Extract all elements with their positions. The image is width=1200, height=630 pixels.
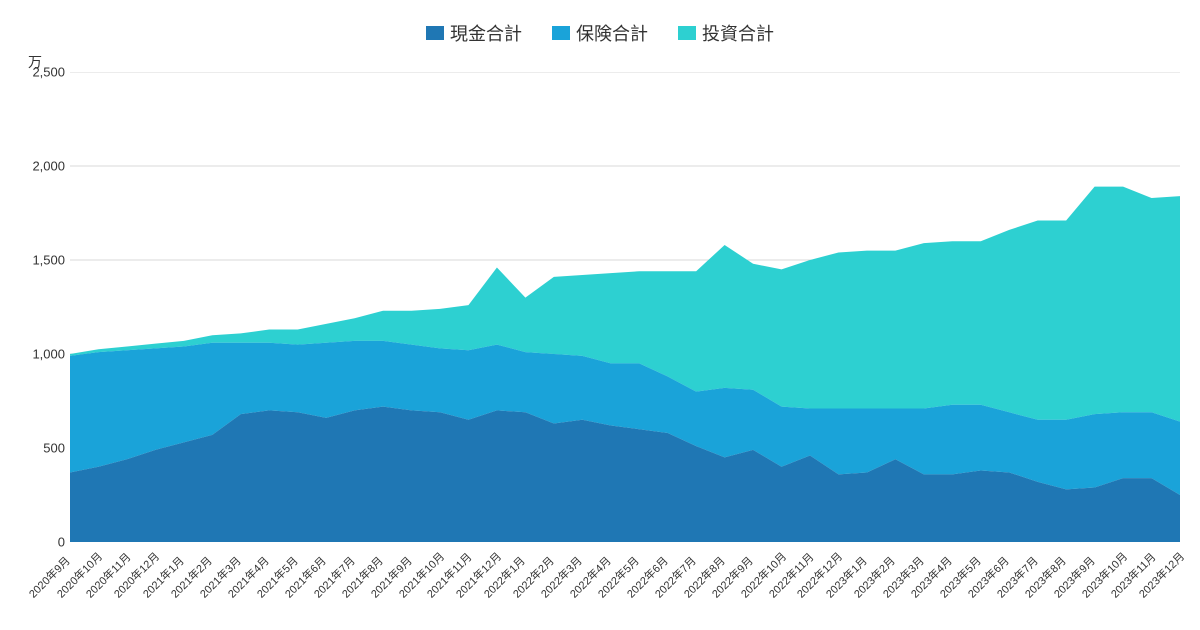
- legend: 現金合計 保険合計 投資合計: [10, 10, 1190, 51]
- legend-swatch-insurance: [552, 26, 570, 40]
- y-tick-label: 1,000: [10, 347, 65, 362]
- y-axis-labels: 05001,0001,5002,0002,500: [10, 72, 65, 542]
- legend-item-cash: 現金合計: [426, 20, 522, 46]
- y-tick-label: 2,000: [10, 159, 65, 174]
- legend-item-investment: 投資合計: [678, 20, 774, 46]
- legend-item-insurance: 保険合計: [552, 20, 648, 46]
- y-tick-label: 0: [10, 535, 65, 550]
- stacked-area-chart: 現金合計 保険合計 投資合計 万 05001,0001,5002,0002,50…: [10, 10, 1190, 620]
- legend-label-insurance: 保険合計: [576, 20, 648, 46]
- legend-swatch-cash: [426, 26, 444, 40]
- plot-svg: [70, 72, 1180, 542]
- y-tick-label: 500: [10, 441, 65, 456]
- y-tick-label: 2,500: [10, 65, 65, 80]
- legend-swatch-investment: [678, 26, 696, 40]
- legend-label-cash: 現金合計: [450, 20, 522, 46]
- plot-area: [70, 72, 1180, 542]
- y-tick-label: 1,500: [10, 253, 65, 268]
- legend-label-investment: 投資合計: [702, 20, 774, 46]
